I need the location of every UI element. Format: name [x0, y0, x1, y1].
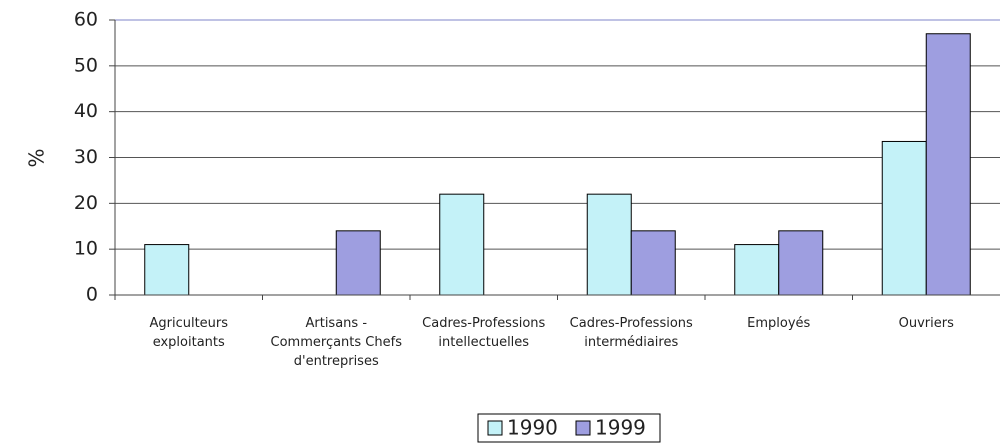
legend-swatch	[575, 420, 591, 436]
y-axis-label: %	[25, 148, 49, 167]
x-tick-label: Cadres-Professions intermédiaires	[569, 316, 693, 350]
x-tick-label: Agriculteurs exploitants	[149, 316, 229, 350]
legend-swatch	[487, 420, 503, 436]
bar	[439, 193, 485, 296]
bar	[335, 230, 381, 296]
bar	[734, 244, 780, 296]
bar	[144, 244, 190, 296]
x-tick-label: Employés	[747, 316, 811, 331]
bar	[630, 230, 676, 296]
bar	[586, 193, 632, 296]
x-tick-label: Artisans - Commerçants Chefs d'entrepris…	[270, 316, 402, 369]
bar	[881, 140, 927, 296]
legend-box	[477, 413, 661, 443]
y-tick-label: 50	[74, 54, 98, 76]
y-tick-label: 30	[74, 146, 98, 168]
y-tick-label: 60	[74, 9, 98, 31]
y-tick-label: 40	[74, 100, 98, 122]
bar	[925, 33, 971, 296]
x-tick-label: Ouvriers	[898, 316, 954, 331]
y-tick-label: 20	[74, 192, 98, 214]
bar	[778, 230, 824, 296]
legend-label: 1990	[507, 416, 558, 440]
y-tick-label: 0	[86, 284, 98, 306]
x-tick-label: Cadres-Professions intellectuelles	[422, 316, 546, 350]
legend-label: 1999	[595, 416, 646, 440]
y-tick-label: 10	[74, 238, 98, 260]
